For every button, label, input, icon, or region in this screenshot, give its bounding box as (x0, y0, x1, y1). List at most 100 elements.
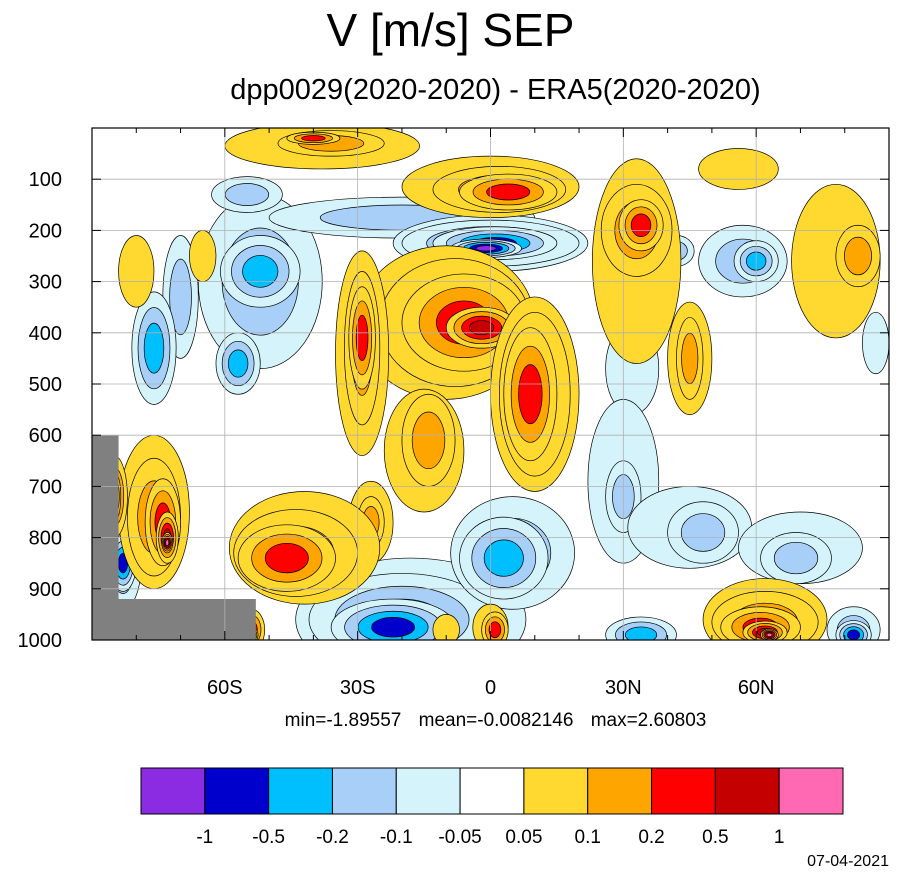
contour-level-0 (475, 245, 497, 252)
contour-feature-64 (237, 524, 336, 592)
contour-level-8 (518, 364, 543, 425)
colorbar-label: 0.05 (505, 827, 542, 848)
x-tick-label: 60S (207, 677, 243, 699)
colorbar-label: 0.2 (638, 827, 664, 848)
contour-level-2 (483, 539, 524, 577)
contour-level-2 (143, 322, 165, 374)
y-tick-label: 600 (29, 425, 62, 447)
y-axis-labels: 100 200 300 400 500 600 700 800 900 1000 (18, 169, 63, 652)
contour-feature-21 (862, 311, 889, 375)
contour-feature-20 (760, 532, 832, 585)
contour-level-3 (680, 513, 726, 552)
colorbar-box (459, 767, 525, 815)
colorbar-label: -0.5 (252, 827, 285, 848)
contour-level-2 (624, 626, 658, 640)
x-tick-label: 30N (605, 677, 642, 699)
x-tick-label: 60N (738, 677, 775, 699)
contour-level-7 (844, 236, 872, 276)
contour-level-8 (264, 542, 309, 574)
contour-level-8 (630, 213, 652, 238)
y-tick-label: 1000 (18, 630, 63, 652)
contour-feature-56 (676, 317, 704, 400)
colorbar-box (523, 767, 589, 815)
colorbar-box (587, 767, 653, 815)
stat-max: max=2.60803 (590, 710, 707, 731)
contour-level-6 (189, 230, 217, 282)
colorbar-label: 0.1 (575, 827, 601, 848)
contour-level-8 (486, 183, 531, 201)
contour-level-2 (227, 349, 249, 378)
contour-feature-40 (401, 393, 456, 487)
y-tick-label: 500 (29, 374, 62, 396)
contour-level-3 (169, 258, 192, 336)
contour-level-1 (847, 629, 861, 640)
contour-feature-2 (215, 332, 261, 395)
grid-lines (92, 128, 889, 640)
contour-feature-38 (503, 327, 558, 462)
colorbar-label: 0.5 (702, 827, 728, 848)
y-tick-label: 100 (29, 169, 62, 191)
contour-feature-31 (835, 620, 872, 640)
colorbar-box (268, 767, 333, 815)
colorbar-labels: -1 -0.5 -0.2 -0.1 -0.05 0.05 0.1 0.2 0.5 1 (196, 827, 784, 848)
chart-subtitle: dpp0029(2020-2020) - ERA5(2020-2020) (230, 74, 761, 106)
contour-level-3 (224, 183, 270, 206)
contour-feature-29 (605, 616, 677, 640)
contour-level-7 (681, 332, 699, 384)
stat-min: min=-1.89557 (284, 710, 402, 731)
contour-feature-74 (760, 628, 779, 640)
contour-level-10 (165, 539, 170, 546)
contour-level-2 (242, 255, 279, 288)
contour-feature-10 (131, 291, 177, 405)
colorbar-box (651, 767, 716, 815)
contour-feature-69 (161, 532, 173, 554)
contour-level-1 (371, 617, 416, 638)
colorbar-box (714, 767, 780, 815)
contour-feature-43 (348, 286, 376, 390)
contour-level-4 (862, 311, 889, 375)
contour-level-6 (698, 148, 779, 190)
contour-level-8 (488, 621, 502, 639)
stat-mean: mean=-0.0082146 (418, 710, 574, 731)
colorbar-box (331, 767, 397, 815)
contour-feature-24 (330, 598, 456, 640)
y-tick-label: 700 (29, 476, 62, 498)
colorbar-label: -1 (196, 827, 213, 848)
y-tick-label: 400 (29, 323, 62, 345)
contour-feature-54 (618, 199, 664, 252)
x-tick-label: 30S (340, 677, 376, 699)
chart-title: V [m/s] SEP (326, 4, 575, 56)
colorbar-label: -0.1 (380, 827, 413, 848)
contour-level-8 (355, 314, 369, 362)
contour-feature-51 (286, 131, 341, 145)
contour-feature-76 (481, 611, 509, 640)
x-tick-label: 0 (485, 677, 496, 699)
x-axis-labels: 60S 30S 0 30N 60N (207, 677, 774, 699)
contour-feature-61 (189, 230, 217, 282)
colorbar-box (204, 767, 270, 815)
contour-feature-58 (835, 224, 881, 288)
colorbar-box (778, 767, 844, 815)
colorbar-label: -0.2 (316, 827, 349, 848)
y-tick-label: 800 (29, 528, 62, 550)
contour-level-8 (301, 135, 326, 142)
y-tick-label: 300 (29, 272, 62, 294)
contour-level-7 (411, 411, 446, 470)
stats-line: min=-1.89557 mean=-0.0082146 max=2.60803 (0, 709, 901, 733)
contour-level-10 (766, 632, 773, 637)
contour-level-3 (773, 541, 819, 575)
contour-feature-77 (432, 614, 460, 640)
date-stamp: 07-04-2021 (807, 853, 889, 870)
contour-level-9 (468, 320, 495, 336)
contour-feature-1 (220, 235, 301, 308)
colorbar-box (395, 767, 461, 815)
colorbar-label: -0.05 (438, 827, 481, 848)
contour-feature-8 (211, 176, 283, 213)
contour-feature-26 (459, 516, 549, 600)
y-tick-label: 200 (29, 220, 62, 242)
colorbar-box (140, 767, 206, 815)
contour-level-6 (432, 614, 460, 640)
contour-feature-60 (118, 235, 155, 308)
contour-feature-18 (667, 501, 739, 564)
